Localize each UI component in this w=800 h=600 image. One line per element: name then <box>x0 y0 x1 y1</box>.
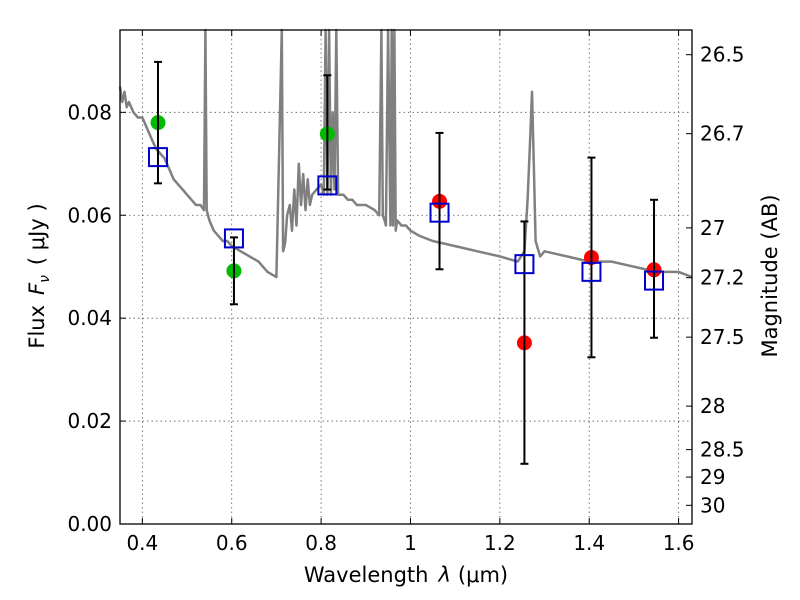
model-point-6 <box>581 261 602 282</box>
y2-tick-label: 27.2 <box>700 266 745 290</box>
x-axis-label-symbol: λ <box>437 563 450 587</box>
model-point-3 <box>317 175 338 196</box>
data-points <box>147 60 665 465</box>
x-tick-label: 0.8 <box>305 531 337 555</box>
y2-tick-label: 29 <box>700 465 725 489</box>
y-axis-label: Flux Fν ( μJy ) <box>25 203 53 348</box>
x-tick-label: 1.4 <box>573 531 605 555</box>
x-tick-label: 0.4 <box>126 531 158 555</box>
y-tick-label: 0.00 <box>67 512 112 536</box>
x-tick-label: 1.6 <box>663 531 695 555</box>
x-axis-label-unit: (μm) <box>458 563 508 587</box>
model-point-4 <box>429 202 450 223</box>
y-tick-label: 0.08 <box>67 100 112 124</box>
y2-tick-label: 30 <box>700 493 725 517</box>
model-point-7 <box>644 270 665 291</box>
y-tick-label: 0.04 <box>67 306 112 330</box>
y2-tick-label: 28 <box>700 394 725 418</box>
x-tick-label: 1 <box>404 531 417 555</box>
y-axis-label-symbol: F <box>25 282 49 295</box>
y-axis-label-prefix: Flux <box>25 305 49 349</box>
y2-tick-label: 26.7 <box>700 122 745 146</box>
model-spectrum-line <box>118 28 693 279</box>
model-spectrum <box>118 28 693 279</box>
y-axis-label-subscript: ν <box>37 275 53 283</box>
y-axis-label-unit: ( μJy ) <box>25 203 49 265</box>
x-tick-label: 1.2 <box>484 531 516 555</box>
y-tick-label: 0.06 <box>67 203 112 227</box>
model-point-5 <box>514 254 535 275</box>
model-point-1 <box>147 147 168 168</box>
x-axis-label: Wavelength λ (μm) <box>304 563 508 587</box>
y-tick-label: 0.02 <box>67 409 112 433</box>
plot-frame <box>119 29 693 525</box>
y2-tick-label: 26.5 <box>700 43 745 67</box>
axis-ticks: 0.4 0.6 0.8 1 1.2 1.4 1.6 0.00 0.02 0.04 0.06 0.08 2… <box>67 30 745 555</box>
y2-axis-label: Magnitude (AB) <box>758 194 782 357</box>
x-axis-label-prefix: Wavelength <box>304 563 429 587</box>
y2-tick-label: 28.5 <box>700 438 745 462</box>
model-point-2 <box>223 228 244 249</box>
y2-tick-label: 27 <box>700 216 725 240</box>
x-tick-label: 0.6 <box>216 531 248 555</box>
y2-tick-label: 27.5 <box>700 325 745 349</box>
